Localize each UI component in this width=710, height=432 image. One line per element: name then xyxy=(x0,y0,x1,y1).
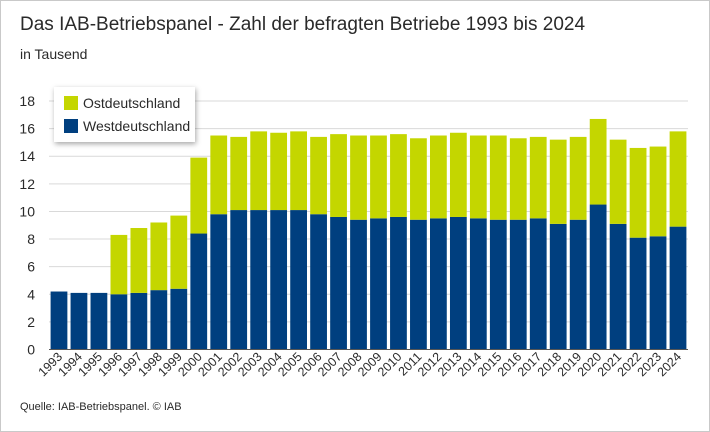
source-note: Quelle: IAB-Betriebspanel. © IAB xyxy=(20,401,182,413)
bar-west xyxy=(330,216,347,350)
y-axis-ticks: 0 2 4 6 8 10 12 14 16 18 xyxy=(19,93,35,358)
bar-ost xyxy=(549,139,567,224)
y-tick-label: 18 xyxy=(19,93,35,109)
bar-ost xyxy=(669,131,687,227)
bar-ost xyxy=(529,136,547,219)
bar-west xyxy=(130,292,148,350)
y-tick-label: 14 xyxy=(19,148,35,164)
bar-ost xyxy=(370,135,387,219)
bar-ost xyxy=(629,147,647,238)
bar-west xyxy=(250,210,268,350)
bar-west xyxy=(390,216,407,350)
y-tick-label: 16 xyxy=(19,121,35,137)
bar-ost xyxy=(609,139,627,224)
bar-west xyxy=(509,219,527,350)
bar-west xyxy=(290,210,307,350)
bar-west xyxy=(270,210,288,350)
bar-ost xyxy=(589,118,607,205)
bar-west xyxy=(569,219,587,350)
bar-ost xyxy=(330,134,347,217)
bar-west xyxy=(649,236,667,350)
bar-ost xyxy=(270,132,288,211)
legend: Ostdeutschland Westdeutschland xyxy=(54,87,195,142)
y-tick-label: 10 xyxy=(19,203,35,219)
bar-west xyxy=(350,219,367,350)
bar-west xyxy=(410,219,427,350)
bar-ost xyxy=(250,131,268,211)
bar-ost xyxy=(569,136,587,220)
bar-west xyxy=(230,210,248,350)
bar-ost xyxy=(509,138,527,220)
y-tick-label: 8 xyxy=(27,231,35,247)
legend-label-ost: Ostdeutschland xyxy=(83,95,181,111)
legend-swatch-west xyxy=(64,119,78,133)
x-axis-ticks: 1993199419951996199719981999200020012002… xyxy=(36,350,685,380)
bar-west xyxy=(310,214,327,350)
bar-west xyxy=(90,292,108,350)
bar-ost xyxy=(350,135,367,220)
bar-west xyxy=(629,237,647,350)
bar-ost xyxy=(150,222,168,291)
chart-title: Das IAB-Betriebspanel - Zahl der befragt… xyxy=(20,14,586,35)
bar-ost xyxy=(190,157,208,234)
bar-west xyxy=(370,218,387,350)
bar-ost xyxy=(649,146,667,237)
y-tick-label: 4 xyxy=(27,286,35,302)
bar-ost xyxy=(430,135,447,219)
bar-ost xyxy=(489,135,507,220)
bar-ost xyxy=(410,138,427,220)
bar-west xyxy=(150,290,168,350)
bar-west xyxy=(489,219,507,350)
bar-ost xyxy=(210,135,228,215)
bar-ost xyxy=(449,132,467,217)
x-tick-label: 2024 xyxy=(655,350,685,380)
bar-west xyxy=(430,218,447,350)
bar-ost xyxy=(170,215,188,289)
bar-west xyxy=(210,214,228,350)
bar-ost xyxy=(290,131,307,211)
bar-west xyxy=(669,226,687,350)
bar-ost xyxy=(469,135,487,219)
legend-item-ost: Ostdeutschland xyxy=(64,95,180,111)
legend-item-west: Westdeutschland xyxy=(64,118,190,134)
bar-west xyxy=(469,218,487,350)
bars xyxy=(50,118,687,350)
bar-ost xyxy=(130,228,148,293)
y-tick-label: 2 xyxy=(27,314,35,330)
bar-west xyxy=(449,216,467,350)
bar-ost xyxy=(390,134,407,217)
bar-west xyxy=(110,294,128,350)
bar-west xyxy=(529,218,547,350)
bar-west xyxy=(70,292,88,350)
bar-ost xyxy=(230,136,248,211)
legend-swatch-ost xyxy=(64,96,78,110)
y-tick-label: 6 xyxy=(27,259,35,275)
y-tick-label: 0 xyxy=(27,342,35,358)
legend-label-west: Westdeutschland xyxy=(83,118,191,134)
y-tick-label: 12 xyxy=(19,176,35,192)
bar-ost xyxy=(310,136,327,215)
chart-subtitle: in Tausend xyxy=(20,46,88,62)
bar-ost xyxy=(110,234,128,295)
bar-west xyxy=(170,288,188,350)
bar-west xyxy=(549,223,567,350)
bar-west xyxy=(589,204,607,350)
bar-west xyxy=(50,291,68,350)
bar-west xyxy=(190,233,208,350)
bar-west xyxy=(609,223,627,350)
